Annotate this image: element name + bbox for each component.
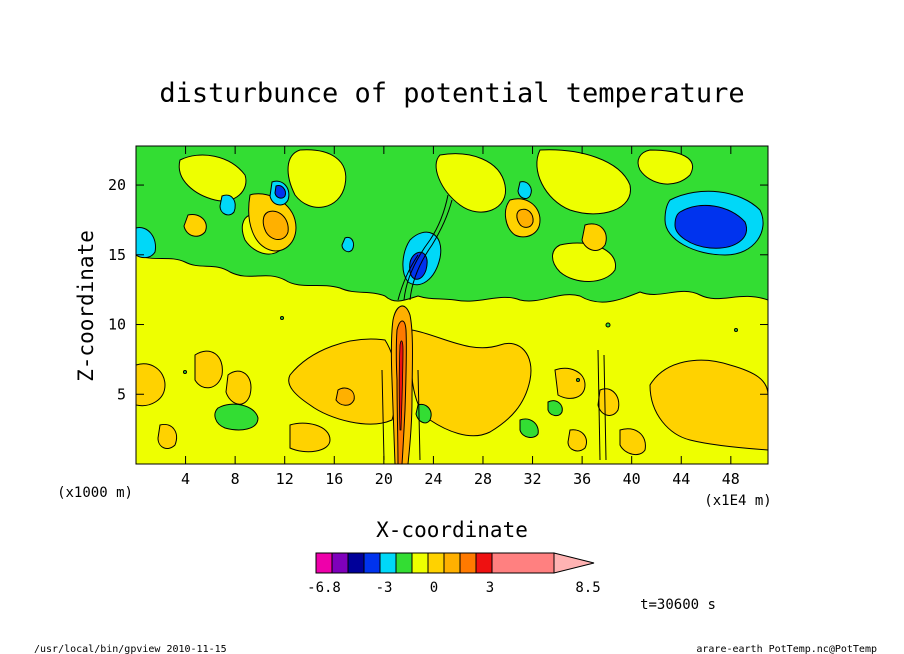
colorbar-swatch [347,552,365,574]
colorbar-swatch [395,552,413,574]
plot-area [136,146,768,464]
x-tick-label: 40 [623,470,641,488]
colorbar-swatch [491,552,555,574]
y-axis-label: Z-coordinate [74,230,98,382]
x-tick-label: 28 [474,470,492,488]
colorbar-swatch [363,552,381,574]
colorbar-swatch [411,552,429,574]
colorbar-label: 8.5 [575,580,600,596]
x-tick-label: 36 [573,470,591,488]
colorbar-swatch [475,552,493,574]
plot-frame [135,145,769,465]
colorbar-swatch [459,552,477,574]
colorbar-swatch [331,552,349,574]
x-tick-label: 12 [276,470,294,488]
x-axis: 4 8 12 16 20 24 28 32 36 40 44 48 [181,146,740,488]
x-tick-label: 4 [181,470,190,488]
y-tick-label: 10 [108,316,126,334]
x-unit-left: (x1000 m) [57,485,133,501]
x-tick-label: 32 [524,470,542,488]
x-tick-label: 48 [722,470,740,488]
y-tick-label: 20 [108,176,126,194]
x-tick-label: 24 [424,470,442,488]
chart-title: disturbunce of potential temperature [159,78,744,109]
time-label: t=30600 s [640,597,716,613]
colorbar-label: -6.8 [307,580,341,596]
x-unit-right: (x1E4 m) [704,493,771,509]
footer-left: /usr/local/bin/gpview 2010-11-15 [34,644,227,654]
colorbar-label: -3 [376,580,393,596]
colorbar-swatch [379,552,397,574]
colorbar-label: 3 [486,580,494,596]
x-axis-label: X-coordinate [376,518,528,542]
colorbar-extension [553,552,595,574]
colorbar-label: 0 [430,580,438,596]
colorbar-swatch [427,552,445,574]
x-tick-label: 8 [231,470,240,488]
x-tick-label: 20 [375,470,393,488]
colorbar-swatch [315,552,333,574]
field-positive-lower-right [649,359,768,451]
x-tick-label: 44 [672,470,690,488]
colorbar: -6.8 -3 0 3 8.5 [307,552,601,596]
y-tick-label: 15 [108,246,126,264]
x-tick-label: 16 [325,470,343,488]
colorbar-swatch [443,552,461,574]
y-axis: 5 10 15 20 [108,176,768,403]
footer-right: arare-earth_PotTemp.nc@PotTemp [696,644,877,654]
y-tick-label: 5 [117,385,126,403]
